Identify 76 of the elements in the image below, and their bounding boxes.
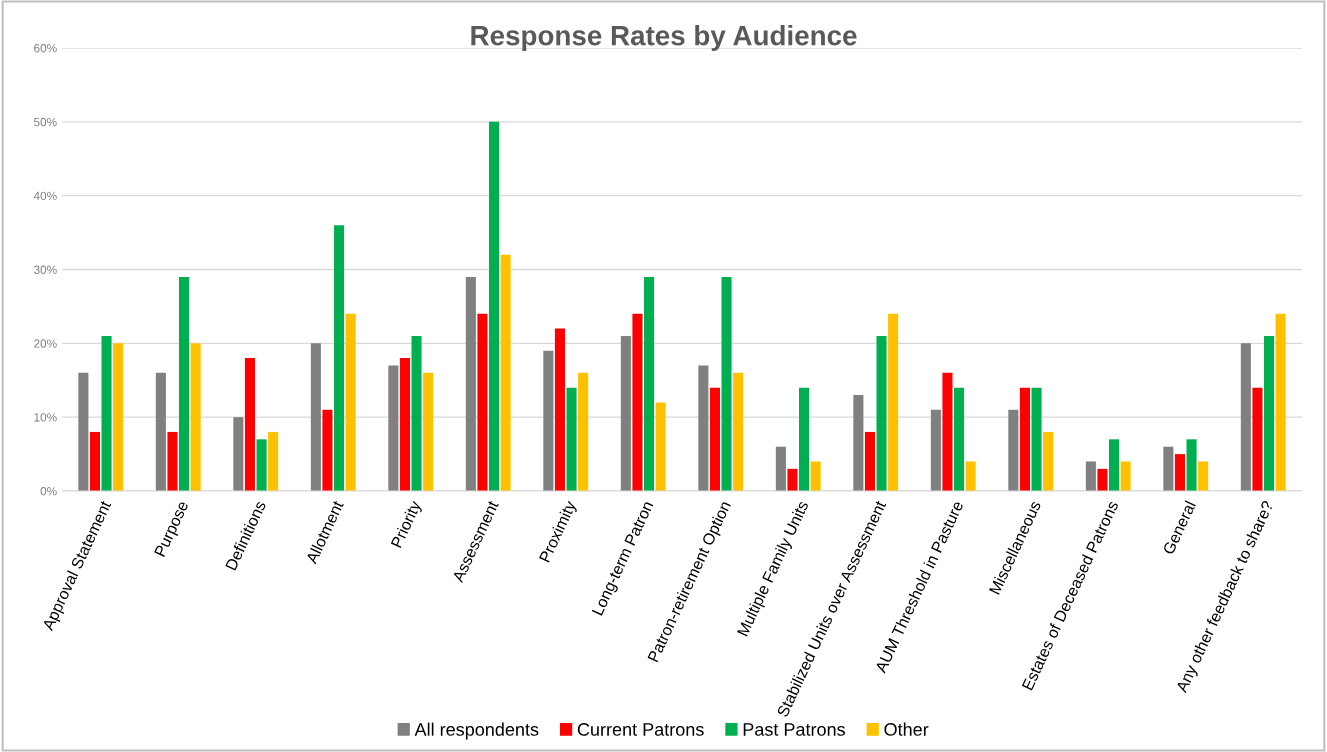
y-tick-label: 0% [40, 487, 57, 496]
bar [775, 446, 786, 491]
bar [721, 276, 732, 491]
bar [1198, 461, 1209, 491]
bar [709, 387, 720, 491]
bar [1109, 439, 1120, 491]
bar [388, 365, 399, 491]
legend-label: Other [884, 722, 929, 736]
bar [810, 461, 821, 491]
bar [655, 402, 666, 491]
bar [500, 254, 511, 491]
bar [1252, 387, 1263, 491]
bar [954, 387, 965, 491]
bar [1097, 468, 1108, 491]
bar [733, 372, 744, 491]
bar [399, 358, 410, 491]
bar [179, 276, 190, 491]
bar [155, 372, 166, 491]
bar [1264, 335, 1275, 491]
bar [322, 409, 333, 491]
bar [942, 372, 953, 491]
bar [554, 328, 565, 491]
bar [543, 350, 554, 491]
bar [888, 313, 899, 491]
y-tick-label: 30% [33, 265, 57, 274]
bar [423, 372, 434, 491]
y-tick-label: 10% [34, 413, 57, 422]
legend-label: All respondents [414, 722, 539, 740]
bar [477, 313, 488, 491]
bar [78, 372, 89, 491]
bar [1275, 313, 1286, 491]
bar [930, 409, 941, 491]
bar [578, 372, 589, 491]
bar [853, 395, 864, 491]
bar [864, 431, 875, 491]
bar [1019, 387, 1030, 491]
bar [256, 439, 267, 491]
bar [632, 313, 643, 491]
bar [244, 358, 255, 491]
bar [965, 461, 976, 491]
y-tick-label: 60% [34, 44, 57, 53]
bar [310, 343, 321, 491]
bar [1186, 439, 1197, 491]
bar [1240, 343, 1251, 491]
bar [620, 335, 631, 491]
bar [876, 335, 887, 491]
bar [787, 468, 798, 491]
bar [1031, 387, 1042, 491]
bar [1163, 446, 1174, 491]
y-tick-label: 50% [33, 117, 57, 127]
bar [644, 276, 655, 491]
chart-title: Response Rates by Audience [471, 25, 857, 51]
bar [1085, 461, 1096, 491]
bar [1174, 454, 1185, 491]
bar [190, 343, 201, 491]
bar [334, 225, 345, 491]
y-tick-label: 40% [33, 191, 57, 201]
y-tick-label: 20% [34, 339, 57, 348]
bar [411, 335, 422, 491]
bar [268, 431, 279, 491]
bar [167, 431, 178, 491]
bar [489, 121, 500, 491]
bar [698, 365, 709, 491]
bar [89, 431, 100, 491]
legend-label: Current Patrons [577, 723, 704, 736]
bar [113, 343, 124, 491]
bar [1043, 431, 1054, 491]
bar [1008, 409, 1019, 491]
legend-label: Past Patrons [743, 723, 845, 736]
bar [233, 417, 244, 491]
bar [101, 335, 112, 491]
bar [345, 313, 356, 491]
bar [799, 387, 810, 491]
bar [1120, 461, 1131, 491]
bar [465, 276, 476, 491]
bar [566, 387, 577, 491]
